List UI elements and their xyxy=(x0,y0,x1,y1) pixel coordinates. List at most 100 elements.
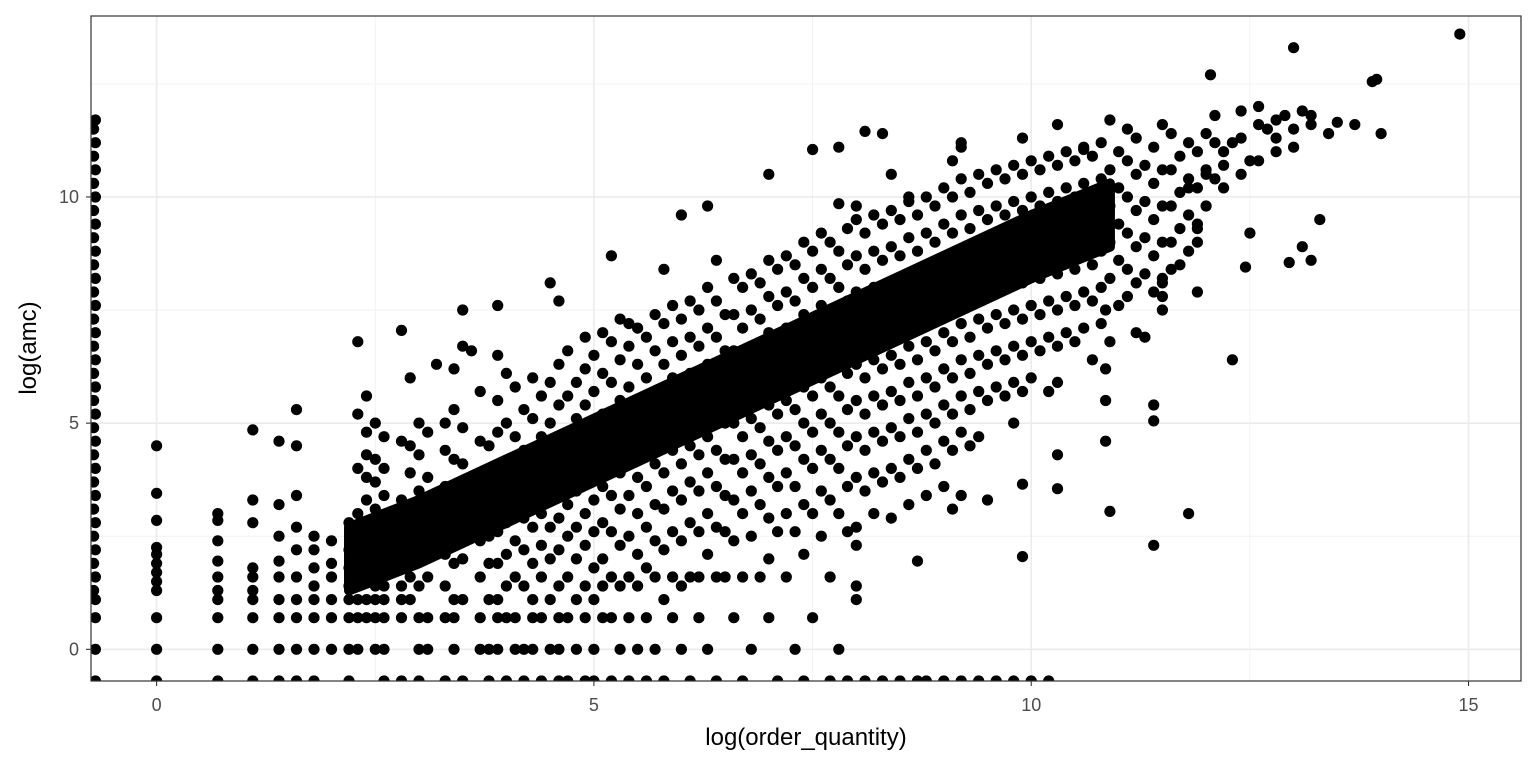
data-point xyxy=(544,489,556,502)
data-point xyxy=(91,476,100,488)
data-point xyxy=(579,675,591,681)
data-point xyxy=(693,612,705,624)
data-point xyxy=(815,444,827,456)
data-point xyxy=(247,612,259,624)
data-point xyxy=(1034,164,1046,176)
data-point xyxy=(378,512,390,524)
data-point xyxy=(605,526,618,538)
data-point xyxy=(151,557,163,570)
data-point xyxy=(404,594,416,606)
data-point xyxy=(990,236,1002,248)
data-point xyxy=(360,390,373,402)
data-point xyxy=(702,431,714,443)
data-point xyxy=(212,535,224,547)
data-point xyxy=(378,431,390,443)
data-point xyxy=(597,327,609,339)
data-point xyxy=(772,480,784,493)
data-point xyxy=(815,530,827,542)
data-point xyxy=(702,548,714,560)
data-point xyxy=(588,594,600,606)
data-point xyxy=(553,358,565,370)
data-point xyxy=(1156,290,1168,303)
data-point xyxy=(483,440,495,452)
data-point xyxy=(395,494,408,506)
data-point xyxy=(247,594,259,606)
data-point xyxy=(710,295,723,307)
data-point xyxy=(588,349,600,361)
data-point xyxy=(1008,195,1020,208)
data-point xyxy=(151,514,163,527)
data-point xyxy=(903,413,915,425)
data-point xyxy=(667,444,679,456)
data-point xyxy=(570,413,583,425)
data-point xyxy=(824,236,836,248)
data-point xyxy=(1051,268,1064,280)
data-point xyxy=(1016,478,1029,490)
data-point xyxy=(579,399,591,411)
data-point xyxy=(378,675,390,681)
data-point xyxy=(1043,150,1055,162)
data-point xyxy=(798,417,810,429)
data-point xyxy=(824,494,836,506)
data-point xyxy=(1104,164,1116,176)
data-point xyxy=(850,200,862,212)
data-point xyxy=(588,458,600,470)
data-point xyxy=(667,526,679,538)
data-point xyxy=(938,363,950,375)
data-point xyxy=(1235,168,1247,180)
data-point xyxy=(1086,150,1098,162)
data-point xyxy=(946,503,959,515)
data-point xyxy=(903,376,915,388)
data-point xyxy=(614,503,626,515)
data-point xyxy=(728,309,740,321)
data-point xyxy=(395,526,408,538)
data-point xyxy=(273,499,285,511)
data-point xyxy=(955,281,967,293)
data-point xyxy=(745,643,757,655)
data-point xyxy=(911,281,924,293)
data-point xyxy=(710,372,723,384)
data-point xyxy=(929,381,941,393)
data-point xyxy=(1060,254,1072,266)
x-tick-label: 15 xyxy=(1459,695,1479,715)
data-point xyxy=(955,209,967,221)
data-point xyxy=(1218,182,1230,194)
data-point xyxy=(404,571,416,583)
data-point xyxy=(597,480,609,493)
data-point xyxy=(91,381,101,393)
data-point xyxy=(798,309,810,321)
data-point xyxy=(885,168,897,180)
data-point xyxy=(509,467,521,479)
data-point xyxy=(973,675,985,681)
data-point xyxy=(91,191,101,203)
data-point xyxy=(308,643,320,655)
data-point xyxy=(737,358,749,370)
data-point xyxy=(553,476,565,488)
data-point xyxy=(667,372,679,384)
data-point xyxy=(850,539,862,551)
data-point xyxy=(500,548,512,560)
data-point xyxy=(702,322,714,334)
data-point xyxy=(553,512,565,524)
data-point xyxy=(780,286,792,298)
data-point xyxy=(1323,128,1335,140)
data-point xyxy=(535,431,548,443)
data-point xyxy=(885,462,897,474)
data-point xyxy=(448,530,460,542)
data-point xyxy=(430,358,443,370)
data-point xyxy=(378,562,390,574)
data-point xyxy=(719,489,731,502)
data-point xyxy=(1051,195,1064,208)
data-point xyxy=(553,612,565,624)
data-point xyxy=(763,327,775,339)
data-point xyxy=(632,643,644,655)
data-point xyxy=(1086,259,1098,271)
data-point xyxy=(212,555,224,567)
data-point xyxy=(772,675,784,681)
data-point xyxy=(964,259,976,271)
data-point xyxy=(1104,336,1116,348)
data-point xyxy=(91,530,100,542)
data-point xyxy=(859,125,871,137)
data-point xyxy=(815,227,827,239)
